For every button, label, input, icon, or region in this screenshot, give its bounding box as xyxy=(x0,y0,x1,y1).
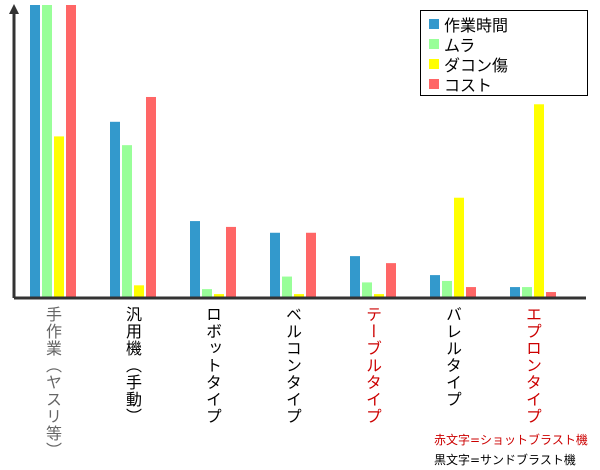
x-tick-label: テーブルタイプ xyxy=(363,306,382,425)
bar-5-0 xyxy=(430,275,440,297)
x-tick-label: ロボットタイプ xyxy=(203,306,222,425)
bar-0-1 xyxy=(42,5,52,297)
legend-label: ダコン傷 xyxy=(444,56,509,75)
bar-4-3 xyxy=(386,263,396,297)
legend-item: コスト xyxy=(429,74,587,95)
bar-1-0 xyxy=(110,121,120,297)
bar-5-1 xyxy=(442,280,452,297)
legend-swatch xyxy=(429,19,439,29)
bar-6-1 xyxy=(522,287,532,297)
bar-1-3 xyxy=(146,96,156,297)
x-tick-label: エプロンタイプ xyxy=(523,306,542,425)
x-tick-label: 手作業（ヤスリ等） xyxy=(43,306,62,459)
x-tick-label: 汎用機（手動） xyxy=(123,306,142,425)
note-red: 赤文字=ショットブラスト機 xyxy=(434,433,588,447)
bar-4-2 xyxy=(374,294,384,297)
bar-0-3 xyxy=(66,5,76,297)
note-black: 黒文字=サンドブラスト機 xyxy=(434,453,576,467)
legend-label: 作業時間 xyxy=(444,16,509,35)
bar-6-3 xyxy=(546,292,556,297)
bar-2-3 xyxy=(226,226,236,297)
legend-swatch xyxy=(429,39,439,49)
bar-5-3 xyxy=(466,287,476,297)
bar-2-0 xyxy=(190,221,200,297)
bar-2-2 xyxy=(214,294,224,297)
bar-3-1 xyxy=(282,276,292,297)
legend-label: ムラ xyxy=(444,36,476,55)
x-tick-label: バレルタイプ xyxy=(443,306,462,408)
legend-item: ムラ xyxy=(429,34,587,55)
bar-0-0 xyxy=(30,5,40,297)
bar-1-2 xyxy=(134,285,144,297)
bar-6-0 xyxy=(510,287,520,297)
bar-3-2 xyxy=(294,294,304,297)
legend-label: コスト xyxy=(444,76,493,95)
legend-swatch xyxy=(429,79,439,89)
bar-6-2 xyxy=(534,104,544,297)
bar-3-0 xyxy=(270,232,280,297)
x-tick-label: ベルコンタイプ xyxy=(283,306,302,425)
bar-3-3 xyxy=(306,232,316,297)
legend-item: ダコン傷 xyxy=(429,54,587,75)
bar-4-1 xyxy=(362,282,372,297)
bar-5-2 xyxy=(454,197,464,297)
bar-4-0 xyxy=(350,256,360,297)
y-axis-arrow-icon xyxy=(9,4,19,14)
legend-item: 作業時間 xyxy=(429,14,587,35)
legend-swatch xyxy=(429,59,439,69)
bar-0-2 xyxy=(54,136,64,297)
bar-2-1 xyxy=(202,289,212,297)
axis-lines xyxy=(12,14,586,300)
legend: 作業時間 ムラ ダコン傷 コスト xyxy=(420,10,588,96)
bar-1-1 xyxy=(122,145,132,297)
